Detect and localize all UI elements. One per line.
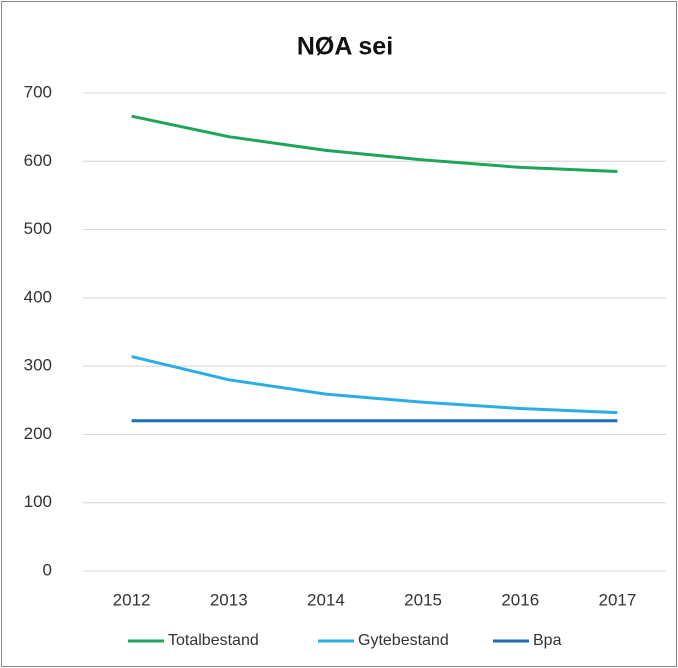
series-line — [131, 355, 618, 415]
y-tick-label: 500 — [24, 219, 52, 238]
y-tick-label: 400 — [24, 287, 52, 306]
legend-label: Bpa — [533, 632, 562, 649]
legend-label: Totalbestand — [168, 632, 259, 649]
y-tick-label: 100 — [24, 492, 52, 511]
legend-label: Gytebestand — [358, 632, 449, 649]
y-tick-label: 700 — [24, 82, 52, 101]
x-tick-label: 2013 — [210, 590, 248, 609]
series-line — [131, 114, 618, 173]
y-tick-label: 300 — [24, 356, 52, 375]
y-tick-label: 200 — [24, 424, 52, 443]
x-tick-label: 2015 — [404, 590, 442, 609]
x-tick-label: 2014 — [307, 590, 345, 609]
x-tick-label: 2012 — [113, 590, 151, 609]
y-tick-label: 0 — [43, 560, 52, 579]
chart-title: NØA sei — [297, 33, 393, 61]
x-tick-label: 2016 — [501, 590, 539, 609]
x-tick-label: 2017 — [599, 590, 637, 609]
y-tick-label: 600 — [24, 151, 52, 170]
